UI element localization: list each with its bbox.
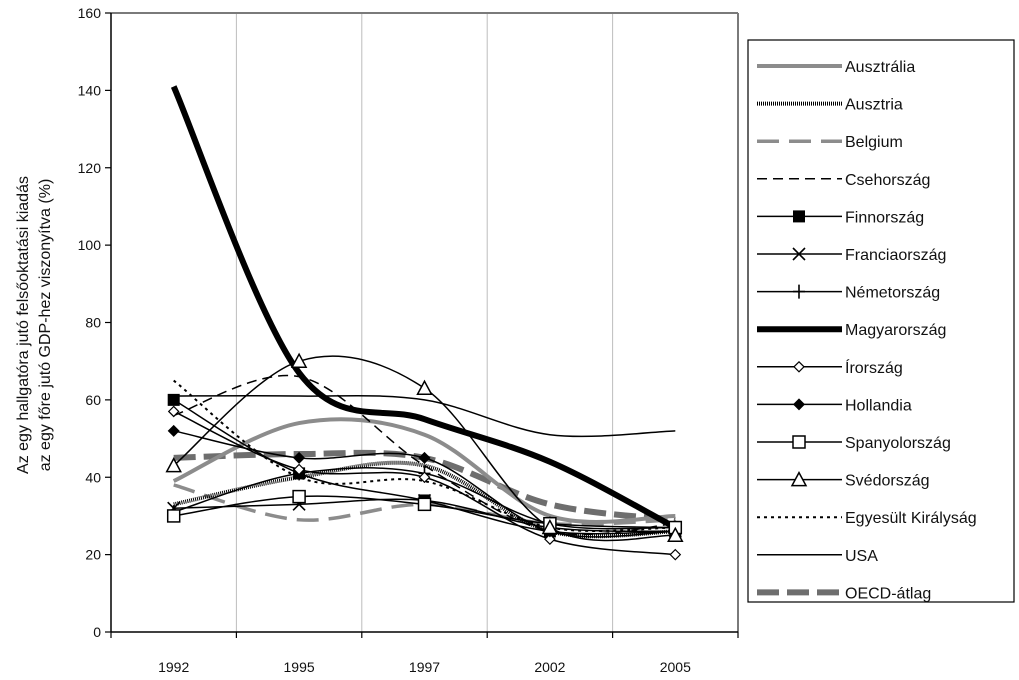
marker-spanyolorszag [292,489,306,504]
series-lines [170,85,677,556]
legend-label: Ausztria [845,97,903,114]
legend-marker [793,210,805,223]
legend-label: Belgium [845,134,903,151]
series-line-usa [173,394,676,438]
marker-svedorszag [165,457,182,473]
y-tick-label: 40 [85,469,101,485]
marker-irorszag [669,548,682,561]
legend-label: Egyesült Királyság [845,510,977,527]
legend-label: Magyarország [845,322,946,339]
legend-label: OECD-átlag [845,585,931,602]
y-axis-label-line1: Az egy hallgatóra jutó felsőoktatási kia… [15,176,32,474]
legend-label: Németország [845,285,940,302]
legend-item-hollandia: Hollandia [757,397,912,414]
legend-label: Csehország [845,172,930,189]
axes [105,12,739,638]
legend-item-irorszag: Írország [757,358,903,377]
y-tick-label: 160 [78,5,102,21]
legend-label: Franciaország [845,247,946,264]
marker-irorszag [418,471,431,484]
x-tick-label: 1995 [284,659,315,675]
legend-marker [790,471,808,487]
x-tick-label: 2002 [534,659,565,675]
marker-svedorszag [416,379,433,396]
gridlines [235,13,614,632]
marker-irorszag [293,463,305,476]
y-tick-label: 0 [93,624,101,640]
marker-irorszag [167,405,180,418]
legend-marker [793,398,805,411]
legend-item-spanyolorszag: Spanyolország [757,435,951,452]
legend-item-usa: USA [757,548,878,565]
marker-hollandia [293,451,306,464]
marker-spanyolorszag [417,497,432,512]
marker-svedorszag [290,352,308,368]
x-tick-labels: 1992 1995 1997 2002 2005 [158,659,691,675]
legend-item-belgium: Belgium [757,134,903,151]
y-tick-label: 100 [78,237,102,253]
marker-svedorszag [667,526,684,543]
series-markers [165,352,684,561]
legend-label: Svédország [845,473,930,490]
marker-finnorszag [167,393,180,406]
legend-box [747,39,1015,603]
legend-label: Hollandia [845,397,912,414]
y-tick-label: 20 [85,547,101,563]
y-axis-label-line2: az egy főre jutó GDP-hez viszonyítva (%) [37,179,54,472]
marker-hollandia [418,451,431,464]
y-tick-label: 120 [78,160,102,176]
legend-item-ausztralia: Ausztrália [757,59,915,76]
legend-item-egyesult-kiralysag: Egyesült Királyság [757,510,977,527]
legend-label: Írország [845,358,903,377]
x-tick-label: 2005 [660,659,691,675]
legend: Ausztrália Ausztria Belgium Csehország Finno… [747,39,1015,603]
legend-marker [793,360,805,373]
marker-spanyolorszag [166,509,181,523]
legend-item-nemetorszag: Németország [757,284,940,302]
series-line-magyarorszag [170,85,677,531]
legend-label: Finnország [845,209,924,226]
series-line-ausztralia [172,417,676,524]
legend-label: Spanyolország [845,435,951,452]
y-tick-label: 140 [78,82,102,98]
legend-item-svedorszag: Svédország [757,471,930,490]
x-tick-label: 1992 [158,659,189,675]
legend-marker [792,435,806,449]
legend-marker [793,284,805,299]
legend-item-franciaorszag: Franciaország [757,247,946,264]
legend-item-ausztria: Ausztria [757,97,903,114]
legend-item-magyarorszag: Magyarország [757,322,946,339]
legend-item-oecd-atlag: OECD-átlag [757,585,931,602]
y-tick-label: 80 [85,315,101,331]
legend-item-csehorszag: Csehország [757,172,930,189]
y-tick-labels: 0 20 40 60 80 100 120 140 160 [78,5,102,640]
legend-item-finnorszag: Finnország [757,209,924,226]
y-tick-label: 60 [85,392,101,408]
legend-label: Ausztrália [845,59,915,76]
legend-marker [792,247,806,261]
marker-irorszag [544,533,556,545]
legend-label: USA [845,548,878,565]
x-tick-label: 1997 [409,659,440,675]
marker-svedorszag [541,518,559,535]
marker-hollandia [167,424,180,437]
